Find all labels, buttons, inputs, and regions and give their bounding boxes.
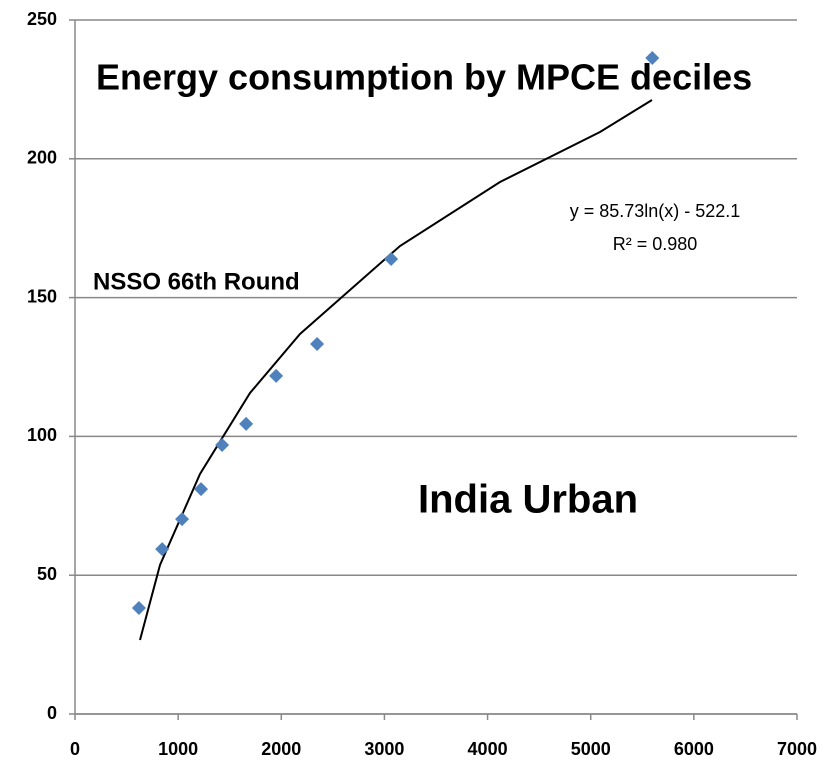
x-tick-label: 5000 (571, 739, 611, 759)
y-tick-label: 0 (47, 703, 57, 723)
trendline-equation: y = 85.73ln(x) - 522.1 (570, 201, 741, 221)
point (194, 482, 209, 497)
point (175, 512, 190, 527)
chart-title: Energy consumption by MPCE deciles (96, 57, 752, 98)
annotation: India Urban (418, 478, 638, 522)
x-tick-label: 2000 (261, 739, 301, 759)
point (384, 252, 399, 267)
annotation: NSSO 66th Round (93, 268, 300, 295)
point (131, 600, 146, 615)
x-tick-label: 3000 (364, 739, 404, 759)
point (269, 368, 284, 383)
y-tick-label: 100 (27, 425, 57, 445)
x-tick-label: 7000 (777, 739, 817, 759)
x-tick-label: 0 (70, 739, 80, 759)
x-tick-label: 4000 (468, 739, 508, 759)
trendline-r2: R² = 0.980 (613, 234, 698, 254)
point (645, 51, 660, 66)
x-tick-label: 1000 (158, 739, 198, 759)
x-tick-label: 6000 (674, 739, 714, 759)
point (239, 416, 254, 431)
y-tick-label: 250 (27, 9, 57, 29)
y-tick-label: 50 (37, 564, 57, 584)
point (155, 542, 170, 557)
y-tick-label: 200 (27, 148, 57, 168)
trendline (139, 99, 653, 641)
point (215, 438, 230, 453)
y-tick-label: 150 (27, 286, 57, 306)
point (310, 336, 325, 351)
